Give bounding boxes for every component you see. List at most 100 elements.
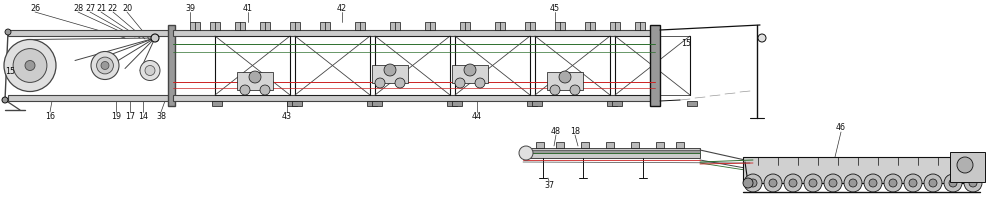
Circle shape (889, 179, 897, 187)
Circle shape (455, 78, 465, 88)
Text: 44: 44 (472, 111, 482, 121)
Text: 46: 46 (836, 124, 846, 132)
Text: 41: 41 (243, 4, 253, 13)
Text: 16: 16 (45, 111, 55, 121)
Bar (168, 25, 175, 106)
Bar (495, 22, 505, 30)
Circle shape (969, 179, 977, 187)
Bar (210, 22, 220, 30)
Bar (447, 101, 457, 106)
Text: 14: 14 (138, 111, 148, 121)
Bar (372, 65, 408, 83)
Circle shape (260, 85, 270, 95)
Text: 15: 15 (5, 68, 15, 76)
Text: 15: 15 (681, 39, 691, 48)
Circle shape (809, 179, 817, 187)
Text: 20: 20 (122, 4, 132, 13)
Bar (581, 142, 589, 148)
Bar (527, 101, 537, 106)
Bar (743, 157, 980, 183)
Circle shape (240, 85, 250, 95)
Bar (635, 22, 645, 30)
Text: 38: 38 (156, 111, 166, 121)
Circle shape (25, 61, 35, 70)
Bar (452, 101, 462, 106)
Circle shape (475, 78, 485, 88)
Circle shape (519, 146, 533, 160)
Circle shape (929, 179, 937, 187)
Circle shape (957, 157, 973, 173)
Text: 27: 27 (85, 4, 95, 13)
Circle shape (924, 174, 942, 192)
Circle shape (743, 178, 753, 188)
Circle shape (864, 174, 882, 192)
Bar (650, 25, 660, 106)
Bar (523, 150, 700, 153)
Bar (320, 22, 330, 30)
Bar (687, 101, 697, 106)
Text: 28: 28 (73, 4, 83, 13)
Text: 26: 26 (30, 4, 40, 13)
Circle shape (904, 174, 922, 192)
Bar (8, 95, 175, 101)
Circle shape (140, 61, 160, 81)
Circle shape (849, 179, 857, 187)
Text: 17: 17 (125, 111, 135, 121)
Circle shape (769, 179, 777, 187)
Bar (523, 148, 700, 158)
Circle shape (395, 78, 405, 88)
Bar (287, 101, 297, 106)
Circle shape (784, 174, 802, 192)
Bar (372, 101, 382, 106)
Bar (610, 22, 620, 30)
Bar (355, 22, 365, 30)
Circle shape (249, 71, 261, 83)
Circle shape (744, 174, 762, 192)
Bar (235, 22, 245, 30)
Circle shape (464, 64, 476, 76)
Text: 42: 42 (337, 4, 347, 13)
Bar (676, 142, 684, 148)
Text: 48: 48 (551, 126, 561, 136)
Circle shape (550, 85, 560, 95)
Bar (173, 30, 655, 36)
Text: 18: 18 (570, 126, 580, 136)
Text: 21: 21 (96, 4, 106, 13)
Circle shape (145, 66, 155, 76)
Circle shape (91, 52, 119, 80)
Text: 37: 37 (544, 180, 554, 190)
Bar (555, 22, 565, 30)
Bar (8, 30, 175, 36)
Bar (290, 22, 300, 30)
Bar (260, 22, 270, 30)
Bar (532, 101, 542, 106)
Text: 43: 43 (282, 111, 292, 121)
Bar (292, 101, 302, 106)
Bar (237, 72, 273, 90)
Bar (525, 22, 535, 30)
Circle shape (829, 179, 837, 187)
Bar (367, 101, 377, 106)
Circle shape (789, 179, 797, 187)
Circle shape (151, 34, 159, 42)
Circle shape (101, 62, 109, 69)
Bar (452, 65, 488, 83)
Circle shape (804, 174, 822, 192)
Bar (425, 22, 435, 30)
Circle shape (949, 179, 957, 187)
Circle shape (909, 179, 917, 187)
Bar (536, 142, 544, 148)
Bar (585, 22, 595, 30)
Circle shape (559, 71, 571, 83)
Text: 22: 22 (108, 4, 118, 13)
Bar (390, 22, 400, 30)
Bar (190, 22, 200, 30)
Circle shape (824, 174, 842, 192)
Circle shape (764, 174, 782, 192)
Text: 39: 39 (185, 4, 195, 13)
Circle shape (5, 29, 11, 35)
Circle shape (375, 78, 385, 88)
Circle shape (884, 174, 902, 192)
Text: 45: 45 (550, 4, 560, 13)
Bar (631, 142, 639, 148)
